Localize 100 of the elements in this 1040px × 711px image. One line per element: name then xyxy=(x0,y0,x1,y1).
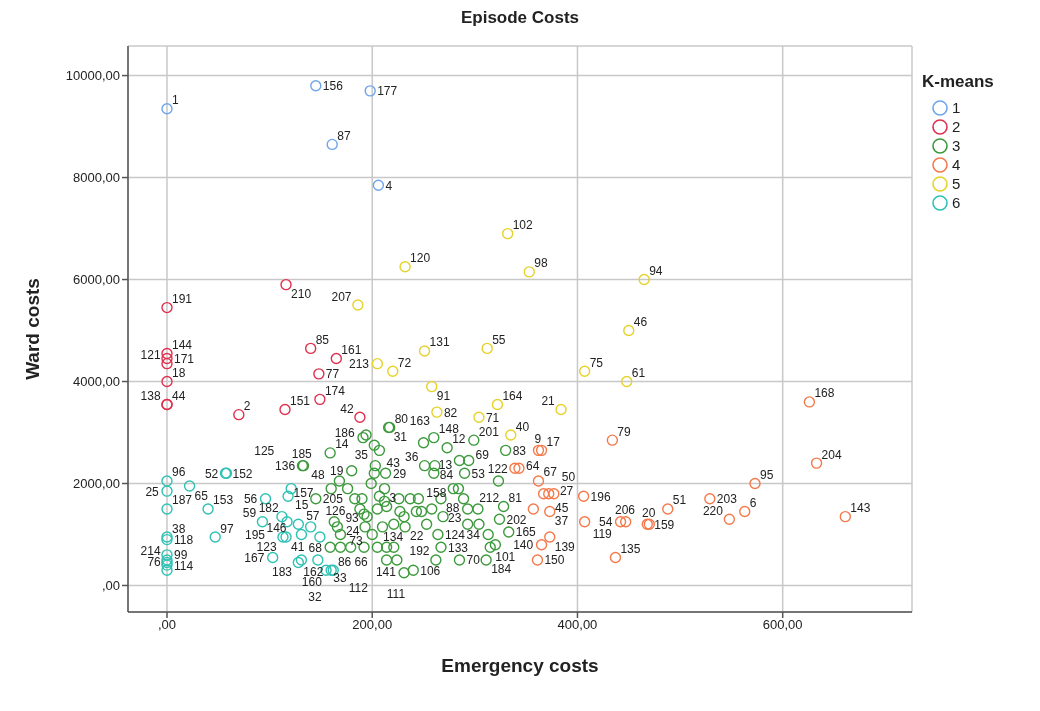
annotation: 134 xyxy=(383,529,404,544)
point xyxy=(418,345,431,357)
point xyxy=(505,429,517,441)
point xyxy=(233,408,245,421)
point xyxy=(609,551,622,564)
annotation: 81 xyxy=(508,490,523,505)
point xyxy=(256,516,269,528)
chart-title: Episode Costs xyxy=(459,8,581,29)
point xyxy=(276,510,288,523)
annotation: 195 xyxy=(245,527,266,542)
point xyxy=(292,518,305,530)
annotation: 96 xyxy=(171,465,186,480)
point xyxy=(312,554,324,566)
annotation: 191 xyxy=(171,292,193,307)
annotation: 152 xyxy=(232,466,253,481)
point xyxy=(810,457,823,469)
annotation: 136 xyxy=(275,459,296,474)
annotation: 114 xyxy=(173,558,194,573)
annotation: 61 xyxy=(631,366,646,381)
annotation: 29 xyxy=(392,466,407,481)
point xyxy=(544,531,556,543)
x-tick-label: ,00 xyxy=(157,617,177,633)
annotation: 125 xyxy=(254,443,275,458)
point xyxy=(513,462,525,474)
y-tick-label: 4000,00 xyxy=(73,374,120,390)
annotation: 185 xyxy=(291,447,313,462)
annotation: 177 xyxy=(377,84,398,99)
annotation: 72 xyxy=(397,355,412,370)
annotation: 76 xyxy=(147,554,162,569)
annotation: 79 xyxy=(617,424,632,439)
point xyxy=(364,85,376,97)
annotation: 67 xyxy=(543,465,558,480)
annotation: 163 xyxy=(409,414,431,429)
annotation: 186 xyxy=(334,425,356,440)
point xyxy=(295,528,308,541)
annotation: 182 xyxy=(258,501,280,516)
y-tick-label: ,00 xyxy=(101,578,120,594)
annotation: 52 xyxy=(204,466,219,481)
y-tick-label: 8000,00 xyxy=(73,170,120,186)
annotation: 159 xyxy=(654,517,675,532)
annotation: 106 xyxy=(420,563,441,578)
annotation: 12 xyxy=(452,432,466,447)
annotation: 42 xyxy=(340,401,354,416)
annotation: 160 xyxy=(301,575,323,590)
annotation: 17 xyxy=(546,434,561,449)
annotation: 68 xyxy=(308,540,323,555)
annotation: 25 xyxy=(145,484,160,499)
point xyxy=(623,324,635,337)
point xyxy=(314,393,326,406)
annotation: 121 xyxy=(140,348,161,363)
point xyxy=(803,396,816,408)
legend-label: 6 xyxy=(952,194,961,211)
annotation: 97 xyxy=(220,521,234,536)
point xyxy=(509,462,521,474)
point xyxy=(577,490,590,502)
point xyxy=(371,357,384,370)
annotation: 34 xyxy=(466,527,481,542)
annotation: 101 xyxy=(495,549,516,564)
point xyxy=(313,368,325,380)
point xyxy=(372,179,385,191)
annotation: 183 xyxy=(272,564,293,579)
annotation: 84 xyxy=(439,468,454,483)
annotation: 87 xyxy=(337,128,351,143)
annotation: 53 xyxy=(471,466,486,481)
point xyxy=(739,505,751,518)
annotation: 94 xyxy=(649,264,663,279)
point xyxy=(161,375,173,388)
annotation: 138 xyxy=(140,388,161,403)
point xyxy=(606,434,619,446)
annotation: 77 xyxy=(325,367,340,382)
annotation: 139 xyxy=(554,539,576,554)
point xyxy=(314,531,326,543)
annotation: 38 xyxy=(171,521,186,536)
annotation: 196 xyxy=(590,489,611,504)
annotation: 33 xyxy=(333,570,348,585)
annotation: 192 xyxy=(409,544,430,559)
annotation: 212 xyxy=(479,490,500,505)
annotation: 122 xyxy=(487,462,509,477)
point xyxy=(399,261,411,273)
point xyxy=(161,352,173,365)
y-tick-label: 2000,00 xyxy=(73,476,120,492)
annotation: 171 xyxy=(173,352,195,367)
point xyxy=(161,503,173,515)
point xyxy=(426,380,438,393)
point xyxy=(544,505,556,518)
annotation: 50 xyxy=(561,469,576,484)
point xyxy=(527,503,540,515)
point xyxy=(473,411,485,423)
point xyxy=(161,564,173,576)
annotation: 4 xyxy=(385,178,393,193)
annotation: 36 xyxy=(404,450,419,465)
point xyxy=(620,516,632,528)
annotation: 206 xyxy=(615,503,636,518)
annotation: 140 xyxy=(513,538,534,553)
annotation: 59 xyxy=(242,506,257,521)
annotation: 51 xyxy=(672,493,687,508)
point xyxy=(161,357,173,370)
legend-label: 4 xyxy=(952,156,961,173)
legend-title: K-means xyxy=(922,72,995,92)
annotation: 95 xyxy=(759,468,774,482)
